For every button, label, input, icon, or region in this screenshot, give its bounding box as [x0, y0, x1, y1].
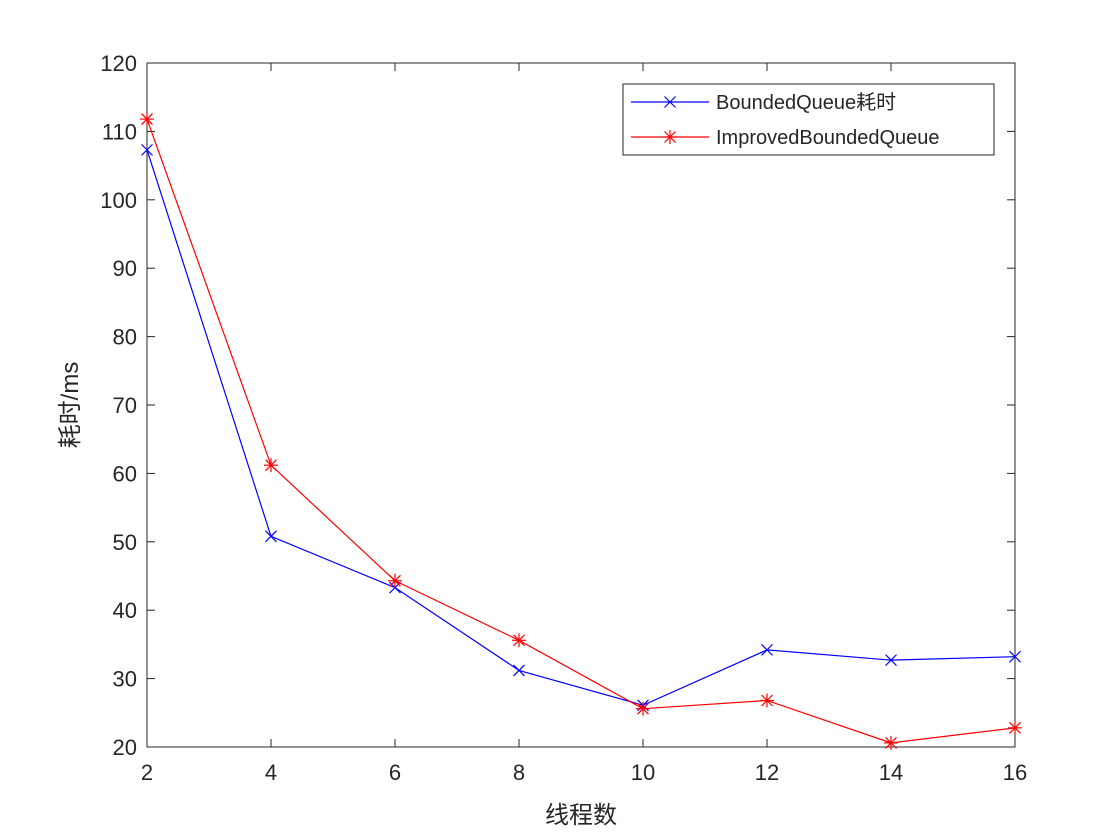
legend: BoundedQueue耗时 ImprovedBoundedQueue [622, 83, 995, 156]
x-axis-label: 线程数 [545, 802, 617, 829]
series-line-2 [146, 118, 1016, 744]
y-tick-label: 100 [100, 188, 137, 213]
legend-marker [664, 96, 676, 108]
data-point [1009, 650, 1021, 663]
data-point [760, 693, 774, 708]
legend-label: ImprovedBoundedQueue [716, 127, 940, 149]
y-tick-label: 70 [113, 393, 137, 418]
y-tick-label: 50 [113, 530, 137, 555]
x-axis-ticks: 2 4 6 8 10 12 14 16 [141, 63, 1027, 785]
series-layer [140, 112, 1022, 750]
x-tick-label: 4 [265, 760, 277, 785]
data-point [636, 701, 650, 716]
data-point [265, 530, 277, 543]
y-tick-label: 40 [113, 598, 137, 623]
data-point [264, 458, 278, 473]
data-point [1008, 720, 1022, 735]
y-tick-label: 80 [113, 325, 137, 350]
y-axis-label: 耗时/ms [57, 362, 84, 449]
plot-area [146, 62, 1016, 748]
data-point [388, 573, 402, 588]
y-tick-label: 60 [113, 461, 137, 486]
data-point [761, 643, 773, 656]
legend-marker [663, 130, 677, 144]
legend-label: BoundedQueue耗时 [716, 91, 896, 114]
x-tick-label: 12 [755, 760, 779, 785]
x-tick-label: 2 [141, 760, 153, 785]
x-tick-label: 14 [879, 760, 903, 785]
data-point [141, 143, 153, 156]
x-tick-label: 8 [513, 760, 525, 785]
legend-items: BoundedQueue耗时 ImprovedBoundedQueue [631, 91, 940, 149]
series-line-1 [146, 149, 1016, 706]
y-tick-label: 90 [113, 256, 137, 281]
x-tick-label: 10 [631, 760, 655, 785]
y-axis-ticks: 20 30 40 50 60 70 80 90 100 110 120 [100, 51, 1015, 760]
data-point [512, 633, 526, 648]
data-point [885, 654, 897, 667]
y-tick-label: 30 [113, 667, 137, 692]
data-point [513, 664, 525, 677]
x-tick-label: 16 [1003, 760, 1027, 785]
data-point [140, 112, 154, 127]
y-tick-label: 110 [102, 119, 137, 144]
y-tick-label: 120 [100, 51, 137, 76]
y-tick-label: 20 [113, 735, 137, 760]
data-point [884, 735, 898, 750]
x-tick-label: 6 [389, 760, 401, 785]
legend-box [622, 83, 995, 156]
